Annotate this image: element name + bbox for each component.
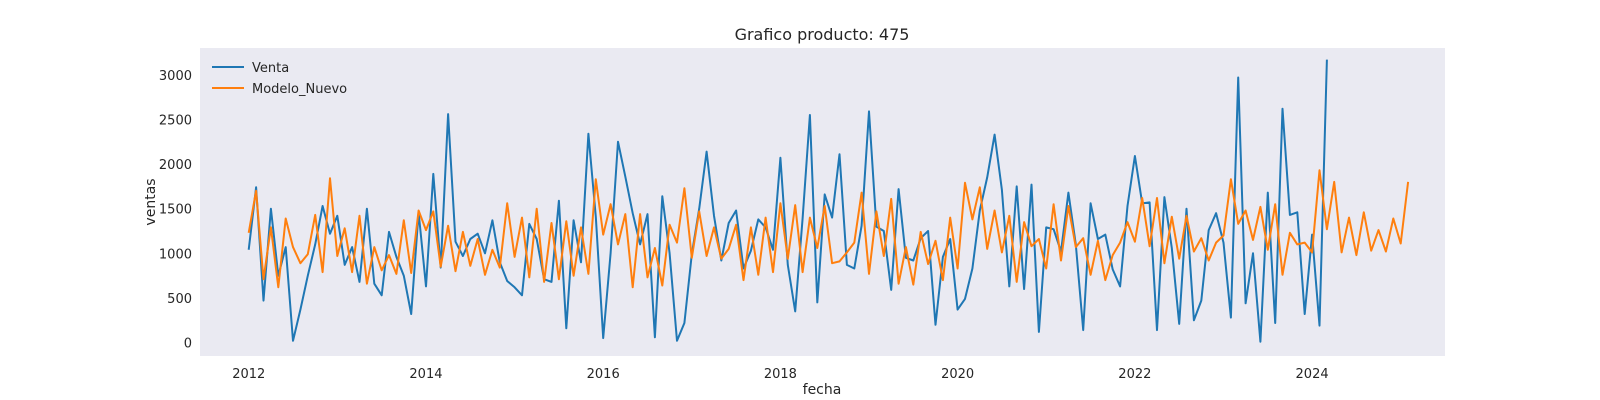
series-lines [247, 59, 1410, 343]
legend: Venta Modelo_Nuevo [212, 61, 347, 97]
legend-label-modelo-nuevo: Modelo_Nuevo [252, 82, 347, 97]
legend-label-venta: Venta [252, 61, 289, 76]
y-tick-label: 1000 [159, 247, 192, 262]
x-tick-label: 2014 [409, 367, 442, 382]
y-tick-label: 2000 [159, 158, 192, 173]
x-tick-label: 2018 [764, 367, 797, 382]
y-tick-label: 2500 [159, 113, 192, 128]
chart-title: Grafico producto: 475 [735, 25, 910, 44]
y-tick-label: 500 [167, 292, 192, 307]
x-tick-label: 2020 [941, 367, 974, 382]
x-tick-label: 2022 [1118, 367, 1151, 382]
series-line-modelo-nuevo [247, 169, 1410, 289]
x-tick-label: 2016 [587, 367, 620, 382]
y-tick-label: 3000 [159, 69, 192, 84]
y-tick-label: 1500 [159, 203, 192, 218]
x-tick-label: 2012 [232, 367, 265, 382]
x-axis-ticks: 2012 2014 2016 2018 2020 2022 2024 [232, 367, 1328, 382]
x-tick-label: 2024 [1296, 367, 1329, 382]
y-tick-label: 0 [184, 337, 192, 352]
x-axis-label: fecha [803, 382, 842, 398]
series-line-venta [247, 59, 1328, 343]
y-axis-ticks: 0 500 1000 1500 2000 2500 3000 [159, 69, 192, 352]
y-axis-label: ventas [143, 178, 159, 225]
